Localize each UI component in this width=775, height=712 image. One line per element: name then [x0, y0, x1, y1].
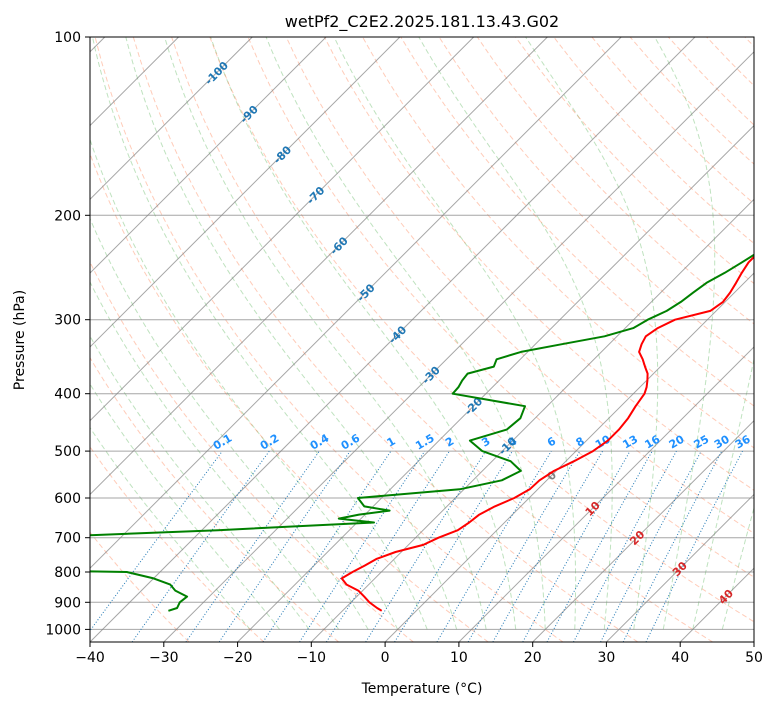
mixing-ratio-label: 1.5 — [413, 432, 436, 453]
x-axis-ticks: −40 −30 −20 −10 0 10 20 30 40 50 — [75, 642, 763, 666]
moist-adiabat — [0, 37, 250, 629]
mixing-ratio-label: 20 — [667, 432, 687, 451]
mixing-ratio-line — [263, 451, 391, 642]
temperature-line — [342, 37, 775, 611]
mixing-ratio-label: 13 — [620, 433, 640, 452]
x-tick-label: −20 — [223, 650, 253, 666]
moist-adiabat — [693, 37, 775, 629]
isotherm-label: 40 — [716, 587, 736, 607]
isotherm — [164, 37, 769, 642]
mixing-ratio-line — [437, 451, 551, 642]
dry-adiabat — [745, 37, 775, 642]
x-tick-label: 20 — [524, 650, 542, 666]
mixing-ratio-label: 0.1 — [211, 432, 234, 453]
y-axis-ticks: 100 200 300 400 500 600 700 800 900 1000 — [45, 30, 90, 638]
dry-adiabat — [0, 37, 189, 642]
moist-adiabat — [722, 37, 775, 629]
moist-adiabat — [93, 37, 428, 629]
mixing-ratio-line — [574, 451, 677, 642]
x-tick-label: 30 — [597, 650, 615, 666]
y-tick-label: 700 — [54, 531, 81, 547]
chart-title: wetPf2_C2E2.2025.181.13.43.G02 — [285, 12, 559, 32]
y-tick-label: 800 — [54, 565, 81, 581]
x-tick-label: 10 — [450, 650, 468, 666]
x-tick-label: −10 — [297, 650, 327, 666]
x-tick-label: 0 — [381, 650, 390, 666]
mixing-ratio-label: 2 — [443, 435, 456, 450]
mixing-ratio-label: 0.6 — [339, 431, 363, 452]
x-axis-label: Temperature (°C) — [361, 681, 483, 697]
isotherm — [0, 37, 326, 642]
mixing-ratio-label: 6 — [545, 434, 558, 449]
isotherm — [16, 37, 621, 642]
mixing-ratio-label: 36 — [733, 432, 753, 451]
isotherm — [0, 37, 252, 642]
isotherm — [385, 37, 775, 642]
mixing-ratio-label: 0.4 — [308, 431, 332, 452]
isotherm — [533, 37, 775, 642]
y-tick-label: 400 — [54, 387, 81, 403]
mixing-ratio-label: 16 — [643, 432, 663, 451]
y-tick-label: 500 — [54, 444, 81, 460]
y-tick-label: 600 — [54, 491, 81, 507]
dry-adiabat — [19, 37, 414, 642]
dry-adiabat — [592, 37, 775, 642]
moist-adiabat — [0, 37, 309, 629]
isotherm-label: -100 — [202, 59, 231, 88]
y-tick-label: 1000 — [45, 622, 81, 638]
mixing-ratio-line — [646, 451, 743, 642]
y-tick-label: 200 — [54, 208, 81, 224]
dry-adiabat — [477, 37, 775, 642]
dry-adiabat — [0, 37, 264, 642]
dry-adiabat — [668, 37, 775, 642]
dry-adiabat — [172, 37, 713, 642]
dry-adiabat — [0, 37, 339, 642]
mixing-ratio-line — [601, 451, 702, 642]
mixing-ratio-label: 0.2 — [258, 432, 281, 453]
isotherm — [0, 37, 547, 642]
dry-adiabat — [210, 37, 775, 642]
x-tick-label: 40 — [671, 650, 689, 666]
plot-frame — [90, 37, 754, 642]
isotherm-label: -80 — [271, 143, 294, 166]
dry-adiabat — [516, 37, 775, 642]
mixing-ratio-line — [82, 451, 223, 642]
mixing-ratio-line — [468, 451, 580, 642]
x-tick-label: −40 — [75, 650, 105, 666]
mixing-ratio-label: 30 — [712, 432, 732, 451]
dry-adiabat — [133, 37, 638, 642]
y-tick-label: 900 — [54, 595, 81, 611]
isotherm-label: -50 — [354, 281, 377, 304]
isotherm — [680, 37, 775, 642]
moist-adiabat — [655, 37, 715, 629]
mixing-ratio-line — [219, 451, 350, 642]
mixing-ratio-line — [300, 451, 425, 642]
dry-adiabat — [707, 37, 775, 642]
mixing-ratio-label: 1 — [385, 435, 398, 450]
y-tick-label: 300 — [54, 313, 81, 329]
isotherm — [459, 37, 775, 642]
isotherm — [0, 37, 400, 642]
dry-adiabat — [363, 37, 775, 642]
isotherm — [606, 37, 775, 642]
moist-adiabat — [419, 37, 612, 629]
isotherm — [754, 37, 775, 642]
dry-adiabat — [630, 37, 775, 642]
isotherm — [311, 37, 775, 642]
dry-adiabat — [439, 37, 775, 642]
mixing-ratio-line — [326, 451, 449, 642]
x-tick-label: −30 — [149, 650, 179, 666]
y-tick-label: 100 — [54, 30, 81, 46]
x-tick-label: 50 — [745, 650, 763, 666]
moist-adiabat — [334, 37, 575, 629]
y-axis-label: Pressure (hPa) — [12, 290, 28, 390]
moist-adiabat — [38, 37, 369, 629]
